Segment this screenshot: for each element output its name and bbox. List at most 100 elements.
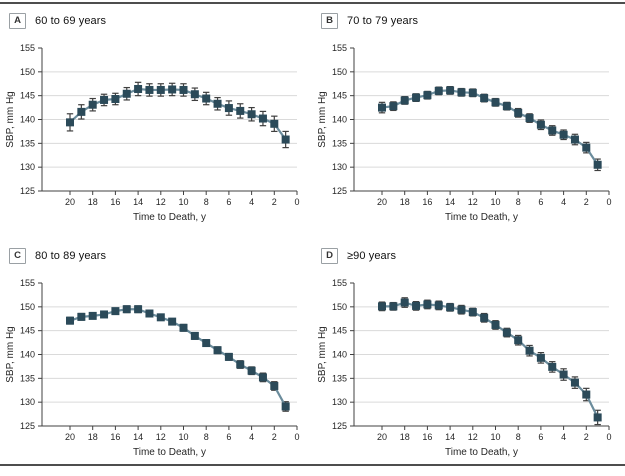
y-tick-label: 135 [20,373,35,383]
x-tick-label: 4 [249,432,254,442]
data-point [412,93,421,102]
panel-90-plus: D ≥90 years 125 130 135 140 145 150 155 20 18 16 1… [312,241,625,466]
data-point [536,120,545,129]
x-tick-label: 10 [490,197,500,207]
panel-letter-badge: B [321,13,338,29]
bottom-rule [0,464,625,466]
x-axis-label: Time to Death, y [133,447,206,458]
grid-lines [354,71,609,168]
y-tick-label: 145 [332,326,347,336]
data-point [593,160,602,169]
x-tick-label: 2 [272,432,277,442]
data-point [236,106,245,115]
panel-60-69: A 60 to 69 years 125 130 135 140 145 150 155 20… [0,6,312,231]
data-point [582,390,591,399]
data-point [412,301,421,310]
x-tick-label: 4 [561,197,566,207]
data-point [145,85,154,94]
x-tick-label: 0 [606,432,611,442]
data-point [258,373,267,382]
data-point [400,96,409,105]
axes [350,47,610,195]
data-point [134,84,143,93]
x-tick-label: 0 [294,197,299,207]
y-tick-label: 135 [332,138,347,148]
data-point [423,91,432,100]
y-tick-label: 130 [20,162,35,172]
x-tick-label: 18 [400,432,410,442]
data-point [457,305,466,314]
x-tick-label: 10 [178,432,188,442]
data-point [468,308,477,317]
x-tick-label: 6 [226,197,231,207]
x-tick-label: 12 [468,432,478,442]
data-point [514,108,523,117]
x-tick-label: 20 [65,197,75,207]
x-tick-label: 18 [88,432,98,442]
top-rule [0,2,625,4]
x-tick-label: 10 [490,432,500,442]
y-tick-label: 145 [332,91,347,101]
x-tick-label: 12 [156,432,166,442]
data-point [122,305,131,314]
data-point [593,413,602,422]
data-point [491,320,500,329]
x-axis-label: Time to Death, y [445,447,518,458]
y-tick-label: 145 [20,326,35,336]
y-tick-label: 150 [332,67,347,77]
data-point [247,366,256,375]
data-point [434,301,443,310]
x-tick-label: 6 [226,432,231,442]
data-point [77,312,86,321]
data-point [446,303,455,312]
y-tick-label: 135 [20,138,35,148]
data-point [258,114,267,123]
data-point [156,85,165,94]
x-tick-label: 20 [65,432,75,442]
error-bars [378,297,601,426]
data-point [236,360,245,369]
x-tick-label: 20 [377,432,387,442]
axes [350,282,610,430]
y-tick-label: 155 [332,43,347,53]
data-point [423,300,432,309]
panel-title: ≥90 years [347,250,397,262]
data-point [525,346,534,355]
x-tick-label: 14 [445,432,455,442]
data-point [502,328,511,337]
data-point [66,118,74,127]
data-points [66,305,290,411]
panel-header: C 80 to 89 years [9,248,312,264]
panel-letter-badge: A [9,13,26,29]
data-point [378,302,386,311]
error-bars [66,305,289,412]
data-point [88,311,97,320]
y-tick-label: 125 [20,186,35,196]
y-tick-label: 150 [332,302,347,312]
data-point [281,402,290,411]
x-axis-label: Time to Death, y [133,212,206,223]
data-point [202,339,211,348]
data-point [502,102,511,111]
y-axis-label: SBP, mm Hg [317,326,328,383]
panel-header: A 60 to 69 years [9,13,312,29]
data-point [559,130,568,139]
data-point [434,86,443,95]
y-axis-label: SBP, mm Hg [5,326,16,383]
data-point [247,110,256,119]
data-point [491,98,500,107]
x-tick-label: 6 [538,197,543,207]
y-tick-label: 140 [332,350,347,360]
y-tick-label: 135 [332,373,347,383]
y-tick-label: 140 [20,115,35,125]
data-point [570,378,579,387]
data-point [559,370,568,379]
data-point [480,94,489,103]
y-tick-label: 130 [20,397,35,407]
y-tick-label: 130 [332,162,347,172]
data-point [378,103,386,112]
data-point [100,95,109,104]
